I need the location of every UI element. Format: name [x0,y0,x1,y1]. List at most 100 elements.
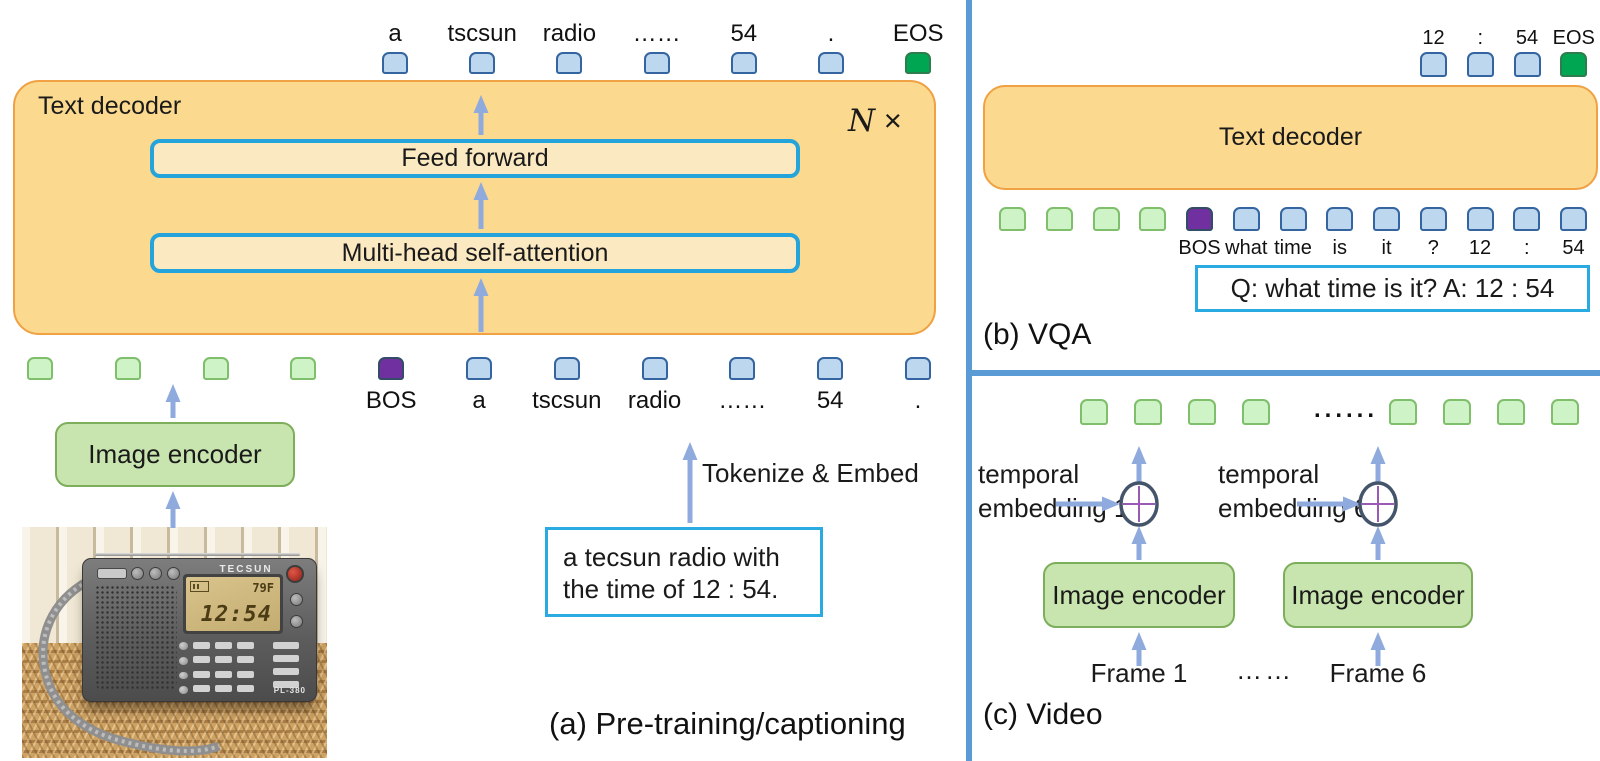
token-green [1389,399,1417,425]
token-green [1497,399,1525,425]
repeat-n: N [848,103,876,139]
token-label: time [1274,237,1312,259]
text-decoder-title-b: Text decoder [1218,123,1363,151]
token-green [290,357,317,380]
repeat-count-label: N × [848,103,902,139]
token-radio [641,357,668,380]
image-encoder-label-frame1: Image encoder [1052,579,1226,610]
token-label: what [1225,237,1268,259]
token-BOS [1186,207,1213,231]
self-attention-box: Multi-head self-attention [150,233,800,273]
horizontal-divider [966,370,1600,376]
radio-top-button-3 [167,567,180,580]
token-label: radio [627,387,682,414]
temporal-6-line1: temporal [1218,459,1320,489]
radio-display: 79F 12:54 [186,577,280,631]
token-label: is [1332,237,1347,259]
token-green [1443,399,1471,425]
panel-c-caption: (c) Video [983,698,1103,731]
token-label: EOS [1552,27,1595,49]
token-54 [817,357,844,380]
token-label: 54 [1562,237,1585,259]
frames-ellipsis: …… [1236,655,1294,685]
radio-model: PL-380 [273,686,306,695]
self-attention-label: Multi-head self-attention [341,238,609,267]
panel-a-caption: (a) Pre-training/captioning [549,706,906,741]
temporal-1-line1: temporal [978,459,1080,489]
token-54 [730,52,757,74]
token-54 [1513,52,1541,77]
caption-line-1: a tecsun radio with [563,542,780,572]
token-label: 54 [1515,27,1539,49]
radio-light-button [97,568,127,579]
token-label: EOS [892,20,944,47]
radio-keypad [193,642,265,694]
token-? [1419,207,1447,231]
token-label: 12 [1468,237,1492,259]
frame-6-label: Frame 6 [1329,658,1427,688]
display-time: 12:54 [200,602,272,627]
radio-display-frame: 79F 12:54 [183,574,283,634]
token-label: a [472,387,486,414]
frame-1-label: Frame 1 [1090,658,1188,688]
token-. [818,52,844,74]
token-label: 54 [816,387,844,414]
image-encoder-box-frame1: Image encoder [1043,562,1235,628]
token-label: 12 [1422,27,1445,49]
text-decoder-title-a: Text decoder [38,92,182,120]
token-. [905,357,931,380]
token-green [1134,399,1162,425]
repeat-times: × [883,103,902,138]
radio-speaker-grille [95,585,177,689]
qa-text: Q: what time is it? A: 12 : 54 [1230,273,1555,303]
token-12 [1466,207,1494,231]
token-…… [729,357,756,380]
token-label: . [914,387,922,414]
token-label: it [1381,237,1392,259]
temporal-embedding-6-label: temporal embedding 6 [1218,457,1368,525]
token-tscsun [553,357,580,380]
qa-text-box: Q: what time is it? A: 12 : 54 [1195,265,1590,312]
token-label: ? [1427,237,1439,259]
radio-power-button [286,565,304,583]
token-green [27,357,53,380]
token-label: a [388,20,402,47]
token-54 [1560,207,1587,231]
ellipsis-dots: ...... [1313,396,1378,423]
token-green [114,357,141,380]
token-green [1188,399,1216,425]
token-: [1513,207,1541,231]
token-…… [643,52,670,74]
token-time [1279,207,1307,231]
vertical-divider [966,0,972,761]
radio-side-button-2 [290,615,303,628]
token-label: . [827,20,835,47]
token-radio [556,52,583,74]
token-green [1080,399,1108,425]
temporal-1-line2: embedding 1 [978,493,1129,523]
token-label: BOS [365,387,417,414]
text-decoder-box-b: Text decoder [983,85,1598,190]
radio-photo: TECSUN 79F 12:54 PL-380 [22,527,327,758]
token-label: …… [632,20,681,47]
radio-top-button-1 [131,567,144,580]
radio-knob-column [179,642,189,694]
image-encoder-box-frame6: Image encoder [1283,562,1473,628]
radio-antenna [95,553,300,556]
radio-brand: TECSUN [219,564,273,575]
token-it [1373,207,1400,231]
tokenize-embed-label: Tokenize & Embed [702,458,919,488]
token-label: BOS [1178,237,1221,259]
token-BOS [378,357,405,380]
token-green [1551,399,1579,425]
token-green [999,207,1026,231]
token-green [202,357,229,380]
temporal-6-line2: embedding 6 [1218,493,1369,523]
radio-right-keys [273,642,301,688]
token-label: : [1477,27,1484,49]
panel-b-caption: (b) VQA [983,318,1092,351]
token-label: …… [718,387,767,414]
token-label: radio [542,20,597,47]
radio-body: TECSUN 79F 12:54 PL-380 [82,553,317,702]
